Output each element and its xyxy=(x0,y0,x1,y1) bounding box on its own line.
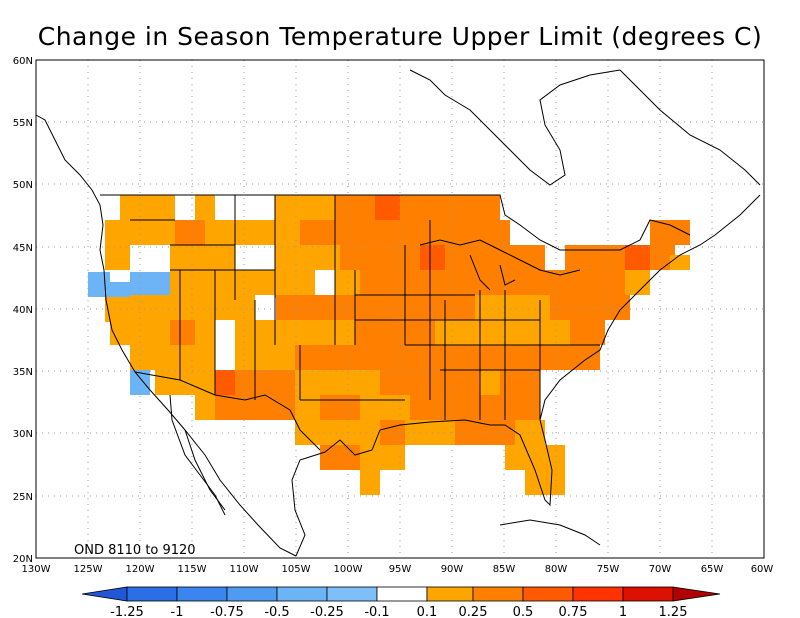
hudson-bay xyxy=(409,69,621,186)
period-label: OND 8110 to 9120 xyxy=(74,543,196,558)
colorbar-swatch xyxy=(572,586,624,602)
lat-label: 20N xyxy=(13,554,33,565)
great-lakes xyxy=(419,239,581,291)
lon-label: 115W xyxy=(178,564,207,575)
colorbar-label: -1.25 xyxy=(110,605,144,618)
colorbar-swatch xyxy=(426,586,474,602)
colorbar-swatch xyxy=(276,586,328,602)
colorbar-labels: -1.25 -1 -0.75 -0.5 -0.25 -0.1 0.1 0.25 … xyxy=(110,605,687,618)
colorbar-swatch xyxy=(326,586,378,602)
baja xyxy=(184,429,226,511)
lat-label: 40N xyxy=(13,305,33,316)
colorbar-label: 0.25 xyxy=(459,605,488,618)
lon-label: 110W xyxy=(230,564,259,575)
colorbar-swatch xyxy=(472,586,524,602)
lon-label: 95W xyxy=(389,564,412,575)
state-borders xyxy=(130,195,600,420)
lon-label: 85W xyxy=(493,564,516,575)
map-title: Change in Season Temperature Upper Limit… xyxy=(37,22,763,51)
colorbar-swatch xyxy=(176,586,228,602)
colorbar-swatch xyxy=(622,586,674,602)
labrador xyxy=(619,69,761,186)
colorbar-swatch xyxy=(376,586,428,602)
colorbar xyxy=(81,586,721,602)
lon-label: 70W xyxy=(649,564,672,575)
lon-label: 80W xyxy=(545,564,568,575)
latitude-labels: 60N 55N 50N 45N 40N 35N 30N 25N 20N xyxy=(13,56,33,565)
colorbar-label: 1 xyxy=(619,605,627,618)
lat-label: 25N xyxy=(13,492,33,503)
colorbar-label: -0.75 xyxy=(210,605,244,618)
canada-us-border xyxy=(100,194,691,251)
colorbar-label: -0.25 xyxy=(310,605,344,618)
colorbar-high-arrow xyxy=(672,586,721,602)
colorbar-label: -0.1 xyxy=(364,605,389,618)
colorbar-label: -0.5 xyxy=(264,605,289,618)
lon-label: 125W xyxy=(74,564,103,575)
longitude-labels: 130W 125W 120W 115W 110W 105W 100W 95W 9… xyxy=(22,564,774,575)
lon-label: 130W xyxy=(22,564,51,575)
graticule xyxy=(36,60,764,558)
colorbar-swatch xyxy=(522,586,574,602)
coastlines-and-borders xyxy=(35,69,761,557)
lat-label: 35N xyxy=(13,367,33,378)
colorbar-swatch xyxy=(126,586,178,602)
colorbar-label: 0.5 xyxy=(513,605,534,618)
lon-label: 105W xyxy=(282,564,311,575)
lon-label: 90W xyxy=(441,564,464,575)
lat-label: 30N xyxy=(13,429,33,440)
colorbar-label: -1 xyxy=(171,605,184,618)
colorbar-low-arrow xyxy=(81,586,128,602)
lon-label: 65W xyxy=(701,564,724,575)
lat-label: 60N xyxy=(13,56,33,67)
cuba xyxy=(499,519,601,546)
lon-label: 60W xyxy=(751,564,774,575)
lon-label: 120W xyxy=(126,564,155,575)
map-frame xyxy=(35,59,765,559)
lon-label: 100W xyxy=(334,564,363,575)
lat-label: 50N xyxy=(13,180,33,191)
colorbar-swatch xyxy=(226,586,278,602)
data-cells xyxy=(88,195,690,495)
colorbar-label: 1.25 xyxy=(659,605,688,618)
colorbar-label: 0.1 xyxy=(417,605,438,618)
lon-label: 75W xyxy=(597,564,620,575)
lat-label: 45N xyxy=(13,243,33,254)
lat-label: 55N xyxy=(13,118,33,129)
colorbar-label: 0.75 xyxy=(559,605,588,618)
